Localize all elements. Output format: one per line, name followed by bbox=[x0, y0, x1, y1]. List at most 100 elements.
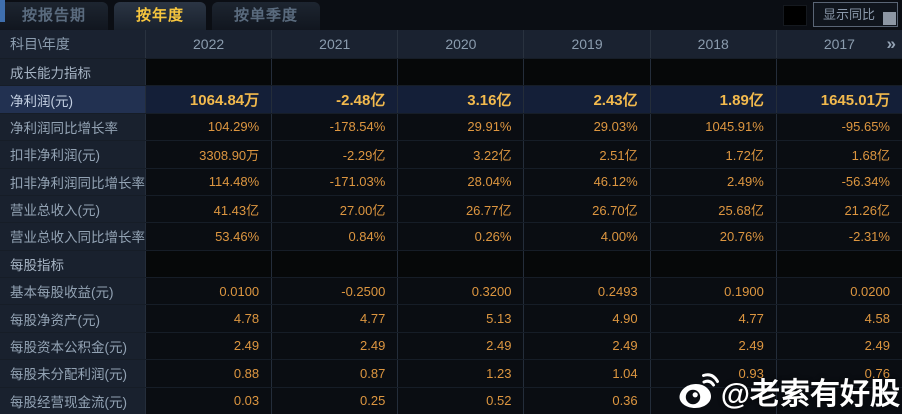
table-row: 扣非净利润同比增长率 114.48% -171.03% 28.04% 46.12% 2.4… bbox=[0, 167, 902, 195]
value-cell: 4.58 bbox=[775, 305, 902, 332]
row-label: 每股经营现金流(元) bbox=[0, 387, 145, 414]
value-cell: 3.16亿 bbox=[397, 86, 524, 113]
row-label: 扣非净利润(元) bbox=[0, 141, 145, 168]
value-cell: 1.68亿 bbox=[775, 141, 902, 168]
row-label: 每股指标 bbox=[0, 250, 145, 277]
value-cell bbox=[145, 250, 272, 277]
value-cell: 5.13 bbox=[397, 305, 524, 332]
tab-single-quarter[interactable]: 按单季度 bbox=[212, 2, 321, 30]
row-label: 基本每股收益(元) bbox=[0, 278, 145, 305]
row-label: 扣非净利润同比增长率 bbox=[0, 168, 145, 195]
value-cell bbox=[271, 250, 398, 277]
value-cell: 2.43亿 bbox=[523, 86, 650, 113]
year-header-2022: 2022 bbox=[145, 30, 271, 58]
corner-accent bbox=[0, 0, 5, 22]
value-cell: 21.26亿 bbox=[775, 195, 902, 223]
value-cell: 46.12% bbox=[523, 168, 650, 195]
value-cell: -56.34% bbox=[775, 168, 902, 195]
value-cell bbox=[271, 59, 398, 86]
row-label: 每股未分配利润(元) bbox=[0, 360, 145, 387]
table-row: 扣非净利润(元) 3308.90万 -2.29亿 3.22亿 2.51亿 1.72亿 1.6… bbox=[0, 140, 902, 168]
value-cell: 2.51亿 bbox=[523, 141, 650, 168]
table-row: 每股资本公积金(元) 2.49 2.49 2.49 2.49 2.49 2.49 bbox=[0, 331, 902, 360]
tab-report-period[interactable]: 按报告期 bbox=[0, 2, 109, 30]
value-cell: -178.54% bbox=[271, 113, 398, 141]
value-cell: 0.93 bbox=[649, 360, 776, 387]
table-row: 每股净资产(元) 4.78 4.77 5.13 4.90 4.77 4.58 bbox=[0, 304, 902, 332]
value-cell: 4.77 bbox=[649, 305, 776, 332]
table-row: 净利润(元) 1064.84万 -2.48亿 3.16亿 2.43亿 1.89亿 1645.… bbox=[0, 85, 902, 113]
value-cell: -95.65% bbox=[775, 113, 902, 141]
value-cell bbox=[523, 59, 650, 86]
value-cell bbox=[775, 250, 902, 277]
value-cell: 0.52 bbox=[397, 387, 524, 414]
value-cell: 0.03 bbox=[145, 387, 272, 414]
show-yoy-label: 显示同比 bbox=[822, 7, 875, 22]
value-cell: -171.03% bbox=[271, 168, 398, 195]
year-header-2019: 2019 bbox=[523, 30, 649, 58]
value-cell: 0.3200 bbox=[397, 278, 524, 305]
value-cell: 3308.90万 bbox=[145, 141, 272, 168]
tab-bar: 按报告期 按年度 按单季度 显示同比 bbox=[0, 0, 902, 30]
value-cell: 4.77 bbox=[271, 305, 398, 332]
row-label: 净利润同比增长率 bbox=[0, 113, 145, 141]
show-yoy-button[interactable]: 显示同比 bbox=[812, 2, 898, 27]
table-row: 净利润同比增长率 104.29% -178.54% 29.91% 29.03% 1045.… bbox=[0, 112, 902, 141]
value-cell: 2.49% bbox=[649, 168, 776, 195]
value-cell: 0.36 bbox=[523, 387, 650, 414]
value-cell: 2.49 bbox=[271, 332, 398, 360]
value-cell bbox=[523, 250, 650, 277]
value-cell: 1.72亿 bbox=[649, 141, 776, 168]
value-cell: 4.00% bbox=[523, 223, 650, 250]
more-columns-icon[interactable]: » bbox=[886, 34, 897, 53]
row-label: 每股净资产(元) bbox=[0, 305, 145, 332]
value-cell bbox=[145, 59, 272, 86]
value-cell: 1045.91% bbox=[649, 113, 776, 141]
value-cell: -2.31% bbox=[775, 223, 902, 250]
table-body: 成长能力指标 净利润(元) 1064.84万 -2.48亿 3.16亿 2.43亿 1.89… bbox=[0, 58, 902, 414]
value-cell: 114.48% bbox=[145, 168, 272, 195]
row-label: 每股资本公积金(元) bbox=[0, 332, 145, 360]
value-cell: 2.49 bbox=[649, 332, 776, 360]
table-row: 每股经营现金流(元) 0.03 0.25 0.52 0.36 bbox=[0, 386, 902, 414]
value-cell: 1064.84万 bbox=[145, 86, 272, 113]
value-cell: -2.48亿 bbox=[271, 86, 398, 113]
value-cell: 28.04% bbox=[397, 168, 524, 195]
row-label: 营业总收入(元) bbox=[0, 195, 145, 223]
value-cell: 0.87 bbox=[271, 360, 398, 387]
value-cell: 2.49 bbox=[775, 332, 902, 360]
year-header-2017: 2017» bbox=[775, 30, 902, 58]
table-row: 每股指标 bbox=[0, 249, 902, 277]
value-cell: 26.70亿 bbox=[523, 195, 650, 223]
show-yoy-checkbox[interactable] bbox=[782, 5, 807, 26]
value-cell: 3.22亿 bbox=[397, 141, 524, 168]
year-header-2018: 2018 bbox=[649, 30, 776, 58]
value-cell: 4.78 bbox=[145, 305, 272, 332]
financial-data-table: 科目\年度 2022 2021 2020 2019 2018 2017» 成长能力指标 净利… bbox=[0, 30, 902, 414]
value-cell bbox=[397, 250, 524, 277]
value-cell: 1645.01万 bbox=[775, 86, 902, 113]
value-cell: 0.25 bbox=[271, 387, 398, 414]
show-yoy-handle bbox=[883, 12, 896, 25]
value-cell: -2.29亿 bbox=[271, 141, 398, 168]
value-cell: 0.88 bbox=[145, 360, 272, 387]
table-row: 每股未分配利润(元) 0.88 0.87 1.23 1.04 0.93 0.76 bbox=[0, 359, 902, 387]
row-label: 成长能力指标 bbox=[0, 59, 145, 86]
value-cell bbox=[649, 59, 776, 86]
value-cell bbox=[397, 59, 524, 86]
value-cell: 0.1900 bbox=[649, 278, 776, 305]
corner-label: 科目\年度 bbox=[10, 36, 70, 52]
value-cell: -0.2500 bbox=[271, 278, 398, 305]
value-cell: 0.84% bbox=[271, 223, 398, 250]
value-cell bbox=[649, 387, 776, 414]
value-cell: 0.0200 bbox=[775, 278, 902, 305]
value-cell: 0.2493 bbox=[523, 278, 650, 305]
value-cell: 25.68亿 bbox=[649, 195, 776, 223]
value-cell: 0.26% bbox=[397, 223, 524, 250]
tab-annual[interactable]: 按年度 bbox=[114, 2, 207, 30]
value-cell: 29.91% bbox=[397, 113, 524, 141]
row-label: 营业总收入同比增长率 bbox=[0, 223, 145, 250]
value-cell: 2.49 bbox=[145, 332, 272, 360]
value-cell: 2.49 bbox=[397, 332, 524, 360]
